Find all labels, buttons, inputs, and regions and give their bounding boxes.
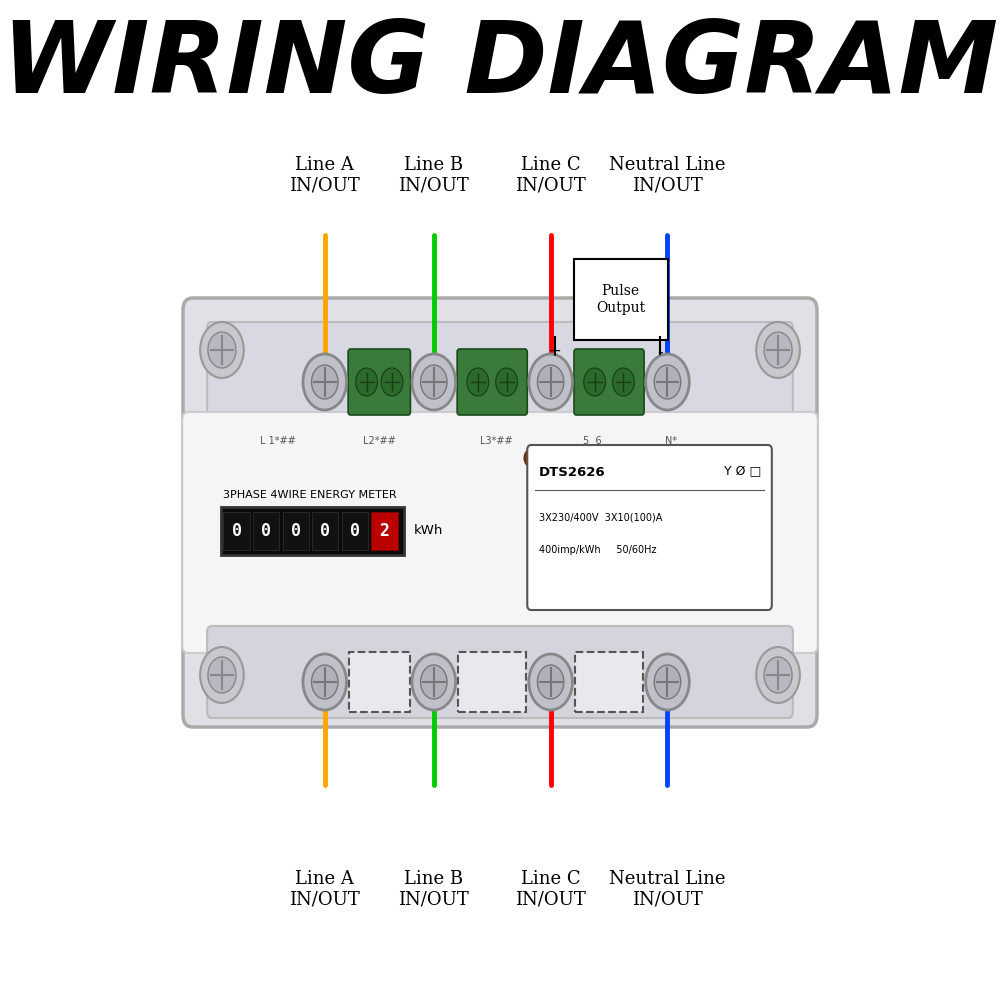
Text: CE: CE (636, 453, 651, 463)
FancyBboxPatch shape (527, 445, 772, 610)
Circle shape (529, 654, 572, 710)
Circle shape (594, 449, 608, 467)
Text: 3X230/400V  3X10(100)A: 3X230/400V 3X10(100)A (539, 513, 662, 523)
Text: 0: 0 (350, 522, 360, 540)
Circle shape (764, 332, 792, 368)
Text: Line A
IN/OUT: Line A IN/OUT (289, 870, 360, 909)
Circle shape (200, 647, 244, 703)
Text: 5  6: 5 6 (583, 436, 601, 446)
FancyBboxPatch shape (458, 652, 526, 712)
Text: Y Ø □: Y Ø □ (724, 466, 762, 479)
Circle shape (654, 665, 681, 699)
Text: 2: 2 (379, 522, 389, 540)
Text: Line B
IN/OUT: Line B IN/OUT (398, 870, 469, 909)
FancyBboxPatch shape (182, 412, 818, 653)
Text: L 1*##: L 1*## (260, 436, 296, 446)
Text: IEC62053-21: IEC62053-21 (636, 486, 693, 495)
Text: Neutral Line
IN/OUT: Neutral Line IN/OUT (609, 156, 726, 195)
FancyBboxPatch shape (207, 626, 793, 718)
Circle shape (356, 368, 377, 396)
Text: L3*##: L3*## (480, 436, 512, 446)
Text: 0: 0 (320, 522, 330, 540)
Text: -: - (657, 344, 662, 360)
FancyBboxPatch shape (457, 349, 527, 415)
Circle shape (467, 368, 489, 396)
Circle shape (613, 368, 634, 396)
Bar (371, 512, 398, 550)
Circle shape (571, 449, 585, 467)
Text: 0: 0 (291, 522, 301, 540)
FancyBboxPatch shape (207, 322, 793, 434)
Circle shape (200, 322, 244, 378)
FancyBboxPatch shape (349, 652, 410, 712)
Bar (253, 512, 279, 550)
Circle shape (312, 665, 338, 699)
Circle shape (548, 449, 562, 467)
Circle shape (764, 657, 792, 693)
Bar (342, 512, 368, 550)
Text: Pulse
Output: Pulse Output (596, 284, 645, 315)
Text: +: + (548, 344, 561, 360)
Circle shape (584, 368, 606, 396)
Text: L1  L2  L3  PULSE: L1 L2 L3 PULSE (526, 485, 611, 495)
Circle shape (421, 665, 447, 699)
Circle shape (208, 332, 236, 368)
Bar (312, 512, 338, 550)
Text: 0: 0 (232, 522, 242, 540)
Circle shape (646, 354, 689, 410)
Text: N*: N* (665, 436, 677, 446)
Text: DTS2626: DTS2626 (539, 466, 606, 479)
Circle shape (756, 322, 800, 378)
FancyBboxPatch shape (575, 652, 643, 712)
Circle shape (654, 365, 681, 399)
Text: Line C
IN/OUT: Line C IN/OUT (515, 156, 586, 195)
Text: Neutral Line
IN/OUT: Neutral Line IN/OUT (609, 870, 726, 909)
Text: Line B
IN/OUT: Line B IN/OUT (398, 156, 469, 195)
Circle shape (381, 368, 403, 396)
FancyBboxPatch shape (348, 349, 410, 415)
Bar (223, 512, 250, 550)
Circle shape (303, 354, 347, 410)
Circle shape (208, 657, 236, 693)
Text: Line C
IN/OUT: Line C IN/OUT (515, 870, 586, 909)
Text: WIRING DIAGRAM: WIRING DIAGRAM (2, 16, 998, 113)
Circle shape (646, 654, 689, 710)
Text: L2*##: L2*## (363, 436, 396, 446)
FancyBboxPatch shape (183, 298, 817, 727)
Circle shape (412, 354, 456, 410)
Circle shape (421, 365, 447, 399)
Circle shape (756, 647, 800, 703)
Text: 3PHASE 4WIRE ENERGY METER: 3PHASE 4WIRE ENERGY METER (223, 490, 397, 500)
Circle shape (537, 365, 564, 399)
Circle shape (496, 368, 518, 396)
Bar (221, 507, 404, 555)
Circle shape (412, 654, 456, 710)
FancyBboxPatch shape (574, 259, 668, 340)
Text: 0: 0 (261, 522, 271, 540)
Text: 400imp/kWh     50/60Hz: 400imp/kWh 50/60Hz (539, 545, 656, 555)
Circle shape (524, 449, 538, 467)
Bar (283, 512, 309, 550)
FancyBboxPatch shape (574, 349, 644, 415)
Circle shape (303, 654, 347, 710)
Text: kWh: kWh (414, 524, 443, 538)
Circle shape (529, 354, 572, 410)
Circle shape (537, 665, 564, 699)
Circle shape (312, 365, 338, 399)
Text: Line A
IN/OUT: Line A IN/OUT (289, 156, 360, 195)
